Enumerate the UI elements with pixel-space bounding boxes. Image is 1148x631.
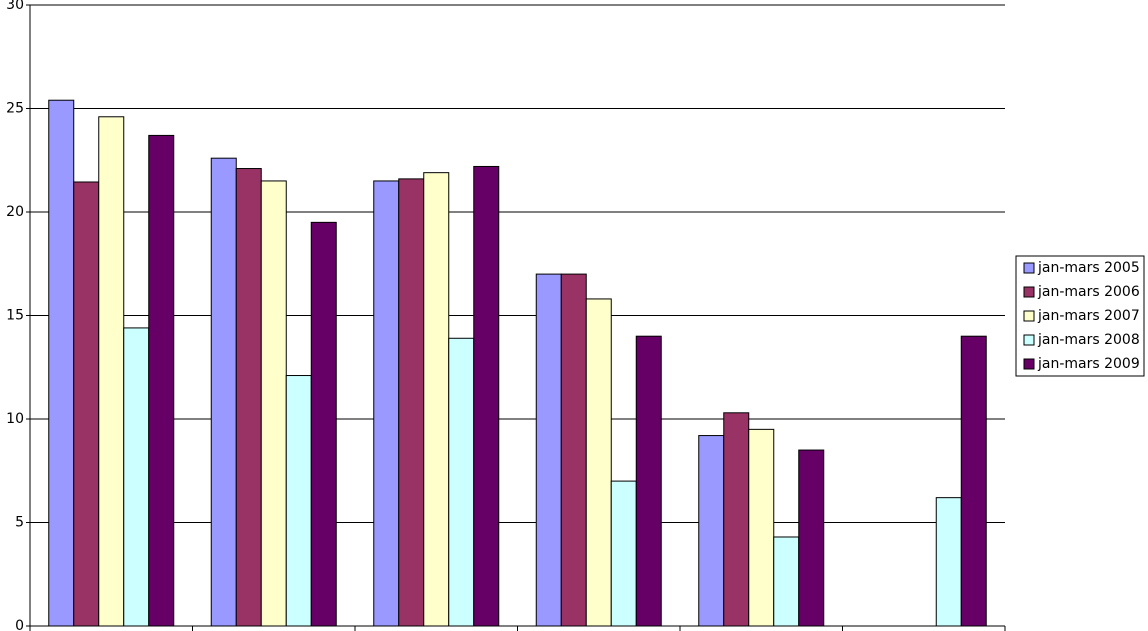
bar (748, 428, 775, 627)
bar (935, 497, 962, 627)
legend-swatch (1023, 310, 1035, 322)
y-tick-label: 5 (15, 515, 24, 531)
bar (960, 335, 987, 627)
bar (285, 375, 312, 627)
y-tick-label: 25 (6, 101, 24, 117)
bar (48, 99, 75, 627)
legend-box (1015, 255, 1145, 377)
y-tick-label: 0 (15, 618, 24, 631)
legend-swatch (1023, 286, 1035, 298)
bar (373, 180, 400, 627)
bar (798, 449, 825, 627)
bar (723, 412, 750, 627)
bar (610, 480, 637, 627)
bar (235, 168, 262, 627)
legend-swatch (1023, 334, 1035, 346)
bar (73, 181, 100, 627)
bar (148, 134, 175, 627)
bar (635, 335, 662, 627)
bar (423, 172, 450, 627)
legend-swatch (1023, 262, 1035, 274)
y-tick-label: 15 (6, 308, 24, 324)
legend-swatch (1023, 358, 1035, 370)
bar (123, 327, 150, 627)
bar (398, 178, 425, 627)
y-tick-label: 30 (6, 0, 24, 13)
bar (585, 298, 612, 627)
y-tick-label: 10 (6, 411, 24, 427)
legend-label: jan-mars 2008 (1037, 332, 1140, 348)
bar (698, 435, 725, 627)
bar (98, 116, 125, 627)
legend-label: jan-mars 2009 (1037, 356, 1140, 372)
legend-label: jan-mars 2005 (1037, 260, 1140, 276)
y-tick-label: 20 (6, 204, 24, 220)
bar (310, 221, 337, 627)
legend-label: jan-mars 2007 (1037, 308, 1140, 324)
bar (260, 180, 287, 627)
bar (473, 165, 500, 627)
legend-label: jan-mars 2006 (1037, 284, 1140, 300)
bar (560, 273, 587, 627)
bar (210, 157, 237, 627)
bar (448, 337, 475, 627)
bar (535, 273, 562, 627)
bar (773, 536, 800, 627)
